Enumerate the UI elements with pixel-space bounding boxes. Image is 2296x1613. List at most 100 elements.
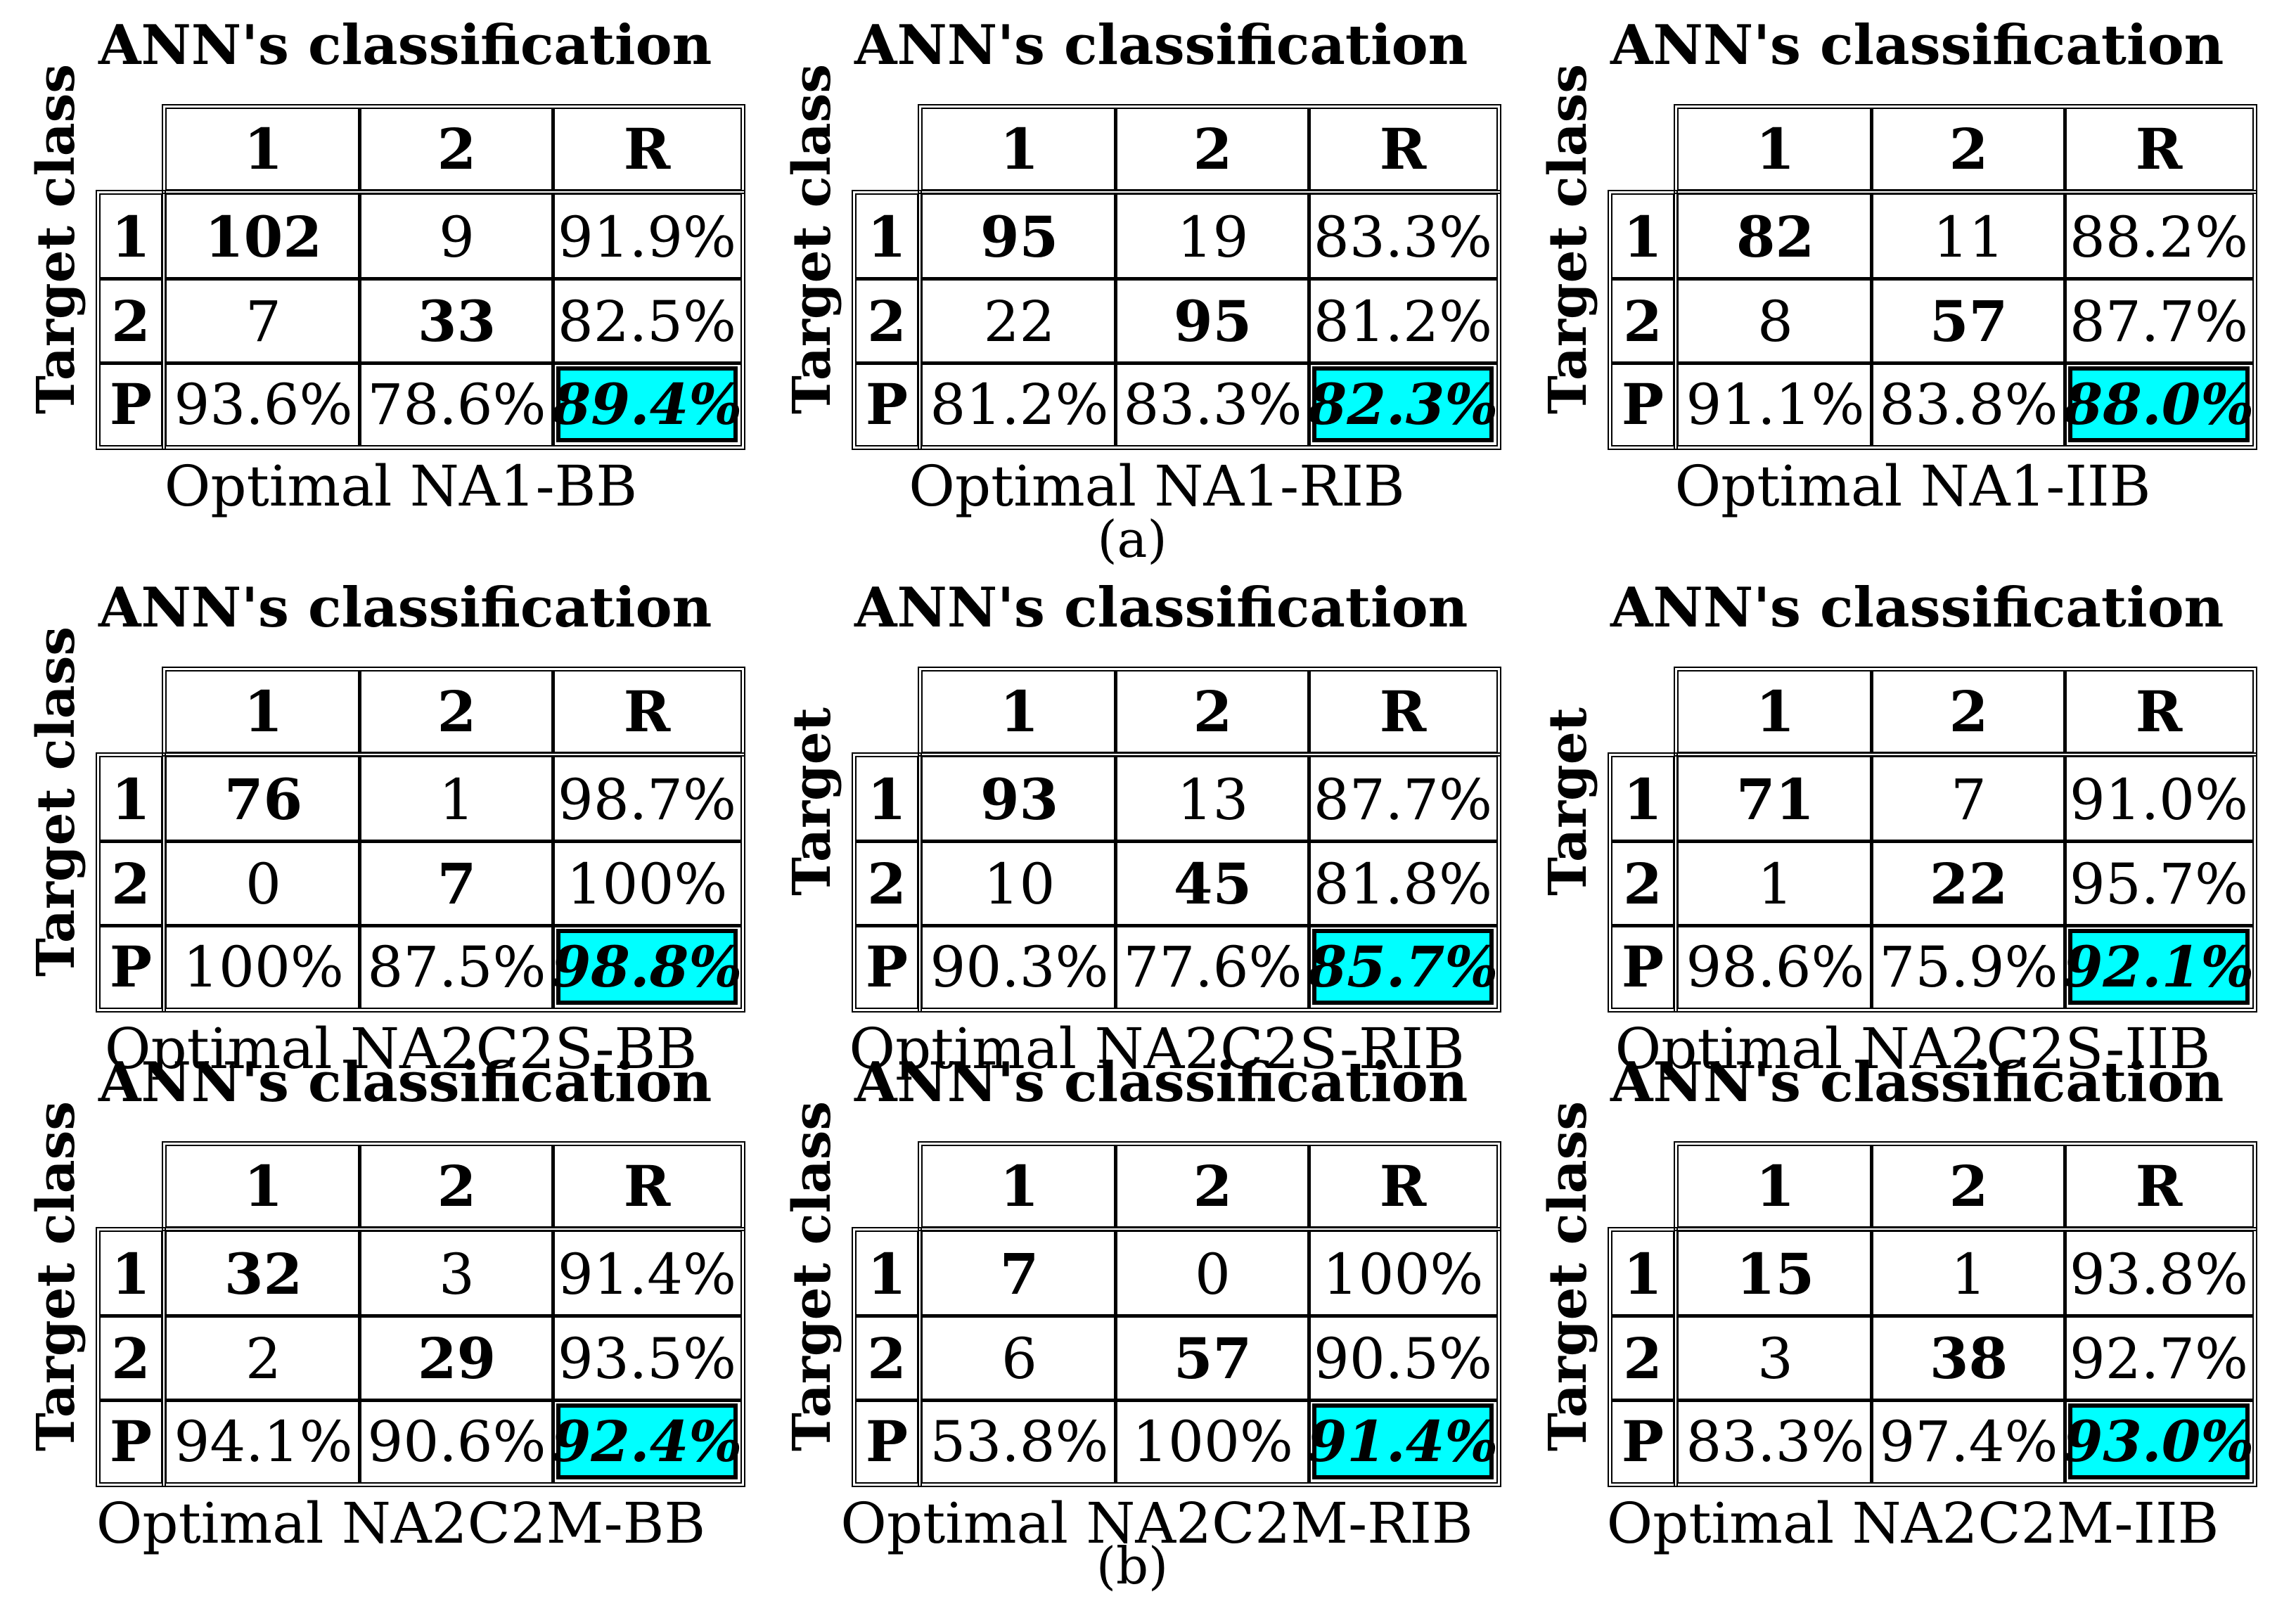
row-divider [167,1314,740,1318]
row-header: 1 2 P [1608,190,1678,450]
row-header-cell: P [865,934,909,1000]
column-header-cell: 1 [999,679,1039,745]
precision-cell: 90.3% [930,934,1109,1000]
column-divider [358,1232,361,1482]
correct-count-cell: 76 [224,766,303,833]
panel-subtitle: Optimal NA2C2M-BB [96,1491,706,1556]
y-axis-label-text: Target class [1538,63,1598,415]
column-divider [1307,671,1311,752]
row-divider [167,277,740,281]
column-divider [1307,1232,1311,1482]
precision-cell: 100% [183,934,344,1000]
matrix-cell: 22 [983,288,1056,354]
matrix-cell: 19 [1176,204,1249,270]
overall-accuracy-cell: 89.4% [552,366,742,442]
column-divider [1870,757,1873,1008]
column-header: 1 2 R [918,104,1501,194]
y-axis-label-text: Target class [26,626,86,977]
column-header-cell: 2 [1949,679,1989,745]
overall-accuracy-cell: 92.4% [552,1403,742,1479]
precision-cell: 100% [1132,1408,1293,1474]
panel-title: ANN's classification [98,13,712,77]
row-header-cell: 1 [1623,766,1662,833]
column-divider [1307,757,1311,1008]
confusion-matrix-panel: ANN's classification Target class 1 2 R 1 2 P 10… [0,13,745,519]
panel-subtitle: Optimal NA2C2M-RIB [840,1491,1473,1556]
column-divider [2063,109,2067,189]
row-divider [1612,1314,1673,1318]
matrix-cell: 0 [1195,1241,1231,1307]
panel-subtitle: Optimal NA2C2S-BB [104,1016,698,1081]
recall-cell: 100% [1322,1241,1484,1307]
correct-count-cell: 57 [1173,1325,1252,1392]
row-divider [101,361,161,365]
matrix-cell: 0 [245,851,281,917]
row-divider [1679,361,2252,365]
row-divider [1612,1399,1673,1402]
column-header: 1 2 R [162,1141,745,1231]
row-divider [101,840,161,843]
confusion-matrix-panel: ANN's classification Target 1 2 R 1 2 P 93 13 87.7… [756,577,1501,1081]
matrix-body: 7 0 100% 6 57 90.5% 53.8% 100% 91.4% [918,1227,1501,1487]
row-header-cell: 1 [867,204,906,270]
column-header-cell: 2 [1193,116,1233,182]
correct-count-cell: 45 [1173,851,1252,917]
confusion-matrix-panel: ANN's classification Target class 1 2 R 1 2 P 82… [1512,14,2257,519]
row-divider [857,840,917,843]
recall-cell: 87.7% [2069,288,2249,354]
matrix-cell: 11 [1932,204,2005,270]
recall-cell: 88.2% [2069,204,2249,270]
panel-title: ANN's classification [854,1050,1468,1114]
row-header: 1 2 P [96,190,166,450]
row-header-cell: P [109,934,153,1000]
precision-cell: 98.6% [1686,934,1865,1000]
row-header-cell: 2 [867,288,906,354]
row-divider [1679,277,2252,281]
recall-cell: 92.7% [2069,1325,2249,1392]
row-header-cell: 2 [111,1325,150,1392]
column-header-cell: 1 [1755,679,1795,745]
row-divider [857,924,917,927]
row-header-cell: P [1621,934,1665,1000]
column-divider [551,1232,555,1482]
matrix-cell: 3 [1757,1325,1793,1392]
column-divider [551,195,555,445]
column-divider [358,195,361,445]
overall-accuracy-cell: 82.3% [1308,366,1498,442]
precision-cell: 77.6% [1123,934,1302,1000]
y-axis-label: Target class [1533,64,1603,414]
column-header-cell: 2 [1193,679,1233,745]
precision-cell: 97.4% [1879,1408,2058,1474]
column-divider [358,671,361,752]
row-header-cell: P [109,1408,153,1474]
column-divider [1114,1232,1117,1482]
row-header-cell: P [865,1408,909,1474]
y-axis-label-text: Target [1538,707,1598,896]
column-header-cell: 2 [1193,1153,1233,1219]
part-label-a: (a) [1097,510,1167,569]
row-divider [1612,277,1673,281]
row-divider [1679,840,2252,843]
precision-cell: 83.3% [1123,371,1302,437]
precision-cell: 81.2% [930,371,1109,437]
correct-count-cell: 29 [417,1325,496,1392]
y-axis-label: Target [1533,654,1603,949]
row-divider [167,840,740,843]
column-divider [551,757,555,1008]
panel-title: ANN's classification [1610,576,2224,640]
column-header: 1 2 R [918,667,1501,757]
column-header: 1 2 R [1674,104,2257,194]
matrix-cell: 13 [1176,766,1249,833]
column-divider [1114,1146,1117,1226]
column-divider [1114,671,1117,752]
matrix-body: 15 1 93.8% 3 38 92.7% 83.3% 97.4% 93.0% [1674,1227,2257,1487]
column-header-cell: R [623,1153,671,1219]
column-header-cell: 2 [437,116,477,182]
matrix-cell: 1 [1951,1241,1987,1307]
column-divider [358,757,361,1008]
row-header-cell: 2 [1623,288,1662,354]
overall-accuracy-cell: 93.0% [2064,1403,2254,1479]
matrix-cell: 1 [439,766,475,833]
precision-cell: 83.8% [1879,371,2058,437]
y-axis-label: Target class [1533,1101,1603,1451]
